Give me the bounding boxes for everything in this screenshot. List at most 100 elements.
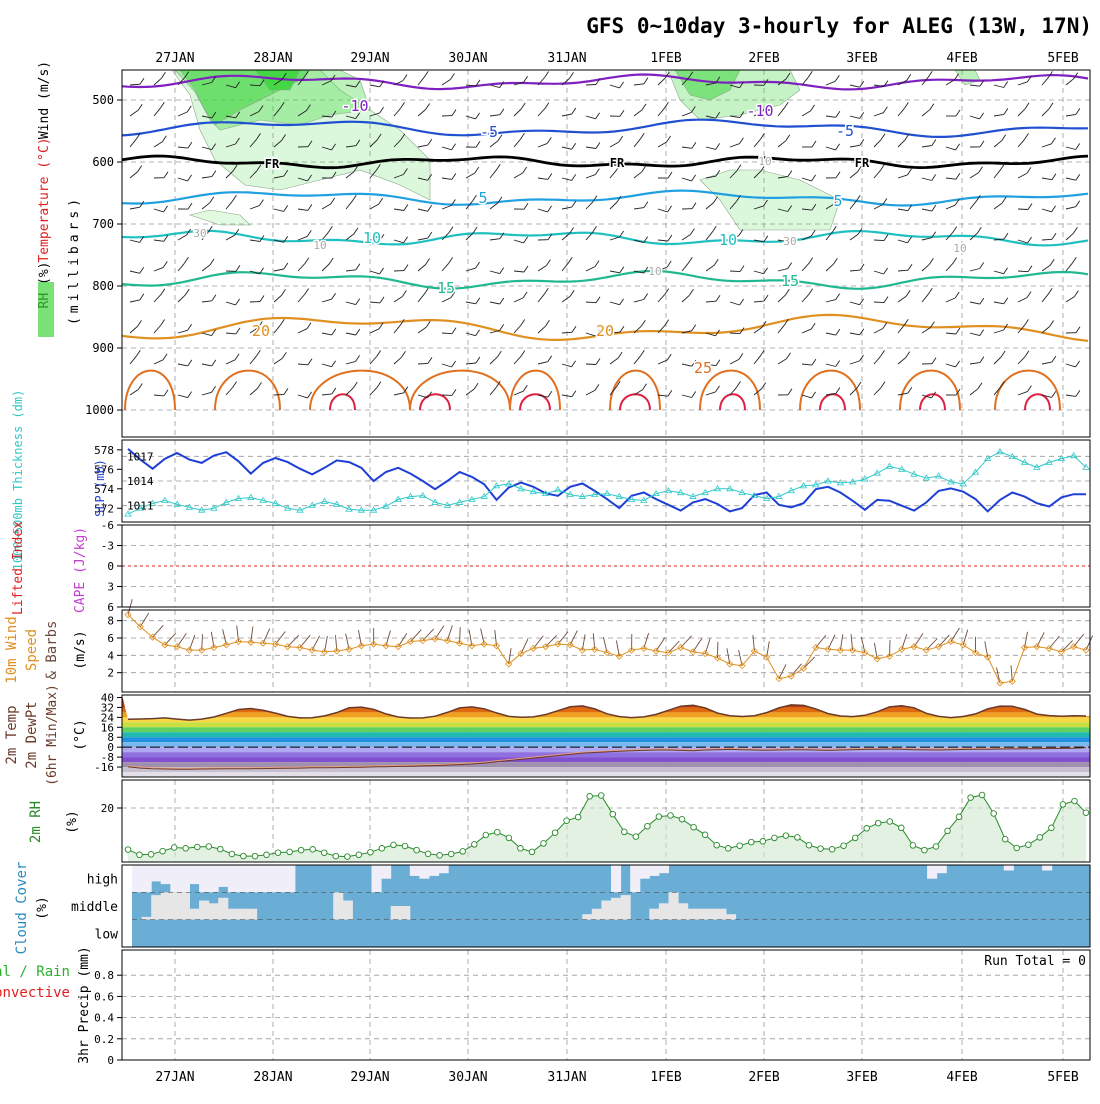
rh-2m-point — [518, 846, 524, 852]
cloud-middle-bar — [611, 898, 621, 920]
wind-barb — [874, 240, 884, 241]
wind-barb — [226, 333, 236, 334]
wind-barb — [970, 173, 979, 178]
wind-barb — [298, 209, 308, 210]
wind-barb — [202, 301, 212, 302]
cloud-high-bar — [649, 865, 659, 876]
wind-barb — [706, 265, 714, 271]
wind-barb — [586, 364, 596, 365]
wind-barb-flag — [356, 299, 360, 305]
date-label-bottom: 5FEB — [1047, 1070, 1078, 1085]
wind-barb — [586, 390, 595, 395]
wind-barb-flag — [572, 108, 576, 114]
wind-barb-flag — [1027, 386, 1031, 392]
wind-barb-flag — [572, 143, 576, 149]
wind-barb-flag — [476, 298, 480, 304]
wind-barb-flag — [449, 227, 453, 233]
wind-barb-flag — [932, 205, 936, 211]
rh-2m-point — [864, 826, 870, 832]
wind-barb-flag — [906, 352, 910, 358]
thickness-point — [727, 486, 733, 491]
wind-barb — [466, 389, 474, 395]
wind-barb — [442, 298, 451, 302]
ylabel-cloud-units: (%) — [35, 896, 50, 919]
wind-barb-flag — [1002, 135, 1006, 141]
wind-barb — [706, 392, 716, 395]
wind-barb — [202, 333, 212, 336]
wind-barb — [250, 206, 259, 209]
wind-barb-flag — [235, 354, 239, 360]
wind-barb-flag — [739, 230, 743, 236]
date-label-bottom: 30JAN — [448, 1070, 487, 1085]
wind-barb-flag — [308, 392, 312, 398]
wind-barb — [466, 302, 476, 304]
wind-barb-flag — [354, 228, 358, 234]
wind-barb-flag — [1052, 174, 1056, 180]
li-tick-label: 0 — [107, 560, 114, 573]
cloud-middle-bar — [333, 892, 343, 919]
rh-2m-point — [1026, 842, 1032, 848]
wind-barb-flag — [668, 172, 672, 178]
wind-barb-flag — [474, 383, 478, 389]
wind-barb — [610, 142, 619, 147]
wind-barb-flag — [618, 352, 622, 358]
wind-barb — [778, 295, 785, 302]
wind-barb-flag — [788, 171, 792, 177]
wind-barb-flag — [928, 71, 932, 77]
run-total-label: Run Total = 0 — [984, 954, 1086, 969]
wind-barb — [682, 178, 692, 181]
wind-barb-flag — [284, 263, 288, 269]
temp-contour-25 — [510, 371, 560, 410]
wind-barb-flag — [452, 361, 456, 367]
wind-barb — [154, 209, 164, 212]
wind-barb-flag — [161, 72, 165, 78]
wind-barb — [370, 329, 379, 333]
contour-label: 30 — [783, 235, 796, 248]
wind-barb — [322, 204, 331, 209]
wind-barb — [874, 329, 883, 334]
wind-barb — [850, 145, 860, 147]
wind-barb-flag — [692, 325, 696, 331]
cloud-middle-bar — [170, 892, 180, 919]
wind-barb-flag — [716, 295, 720, 301]
rh-2m-point — [460, 849, 466, 855]
wind-barb-flag — [521, 320, 525, 326]
wind-barb-flag — [140, 294, 144, 300]
wind-barb-flag — [908, 264, 912, 270]
cloud-high-bar — [257, 865, 267, 892]
rh-2m-point — [737, 843, 743, 849]
wind-barb-flag — [307, 323, 311, 329]
ylabel-precip-total: Total / Rain — [0, 964, 70, 980]
wind-barb-flag — [884, 235, 888, 241]
rh-2m-point — [899, 825, 905, 831]
wind-barb — [1018, 109, 1025, 116]
ylabel-cape: CAPE (J/kg) — [73, 527, 88, 613]
wind-barb-flag — [907, 74, 911, 80]
wind-barb — [178, 147, 188, 148]
temp-color-band — [122, 717, 1090, 722]
wind-barb — [898, 175, 908, 178]
cloud-middle-bar — [697, 909, 707, 920]
rh-2m-point — [622, 829, 628, 835]
wind-barb-flag — [904, 102, 908, 108]
wind-barb-flag — [740, 266, 744, 272]
wind-barb-flag — [1076, 174, 1080, 180]
wind-barb — [418, 363, 428, 364]
ylabel-temp-a: 2m Temp — [4, 705, 20, 764]
rh-2m-point — [945, 828, 951, 834]
wind-barb — [1066, 395, 1076, 396]
contour-label: 20 — [252, 322, 270, 340]
wind-barb — [634, 110, 642, 116]
wind-barb-flag — [379, 198, 383, 204]
wind-barb-flag — [836, 294, 840, 300]
wind-barb-flag — [520, 133, 524, 139]
wind-barb — [490, 271, 500, 274]
rh-shading — [190, 210, 250, 225]
wind-barb-flag — [836, 329, 840, 335]
wind-barb-flag — [836, 361, 840, 367]
wind-barb — [586, 175, 595, 178]
wind-barb-flag — [932, 140, 936, 146]
wind-barb — [922, 294, 928, 302]
ylabel-temp-b: 2m DewPt — [24, 701, 40, 768]
wind-barb-flag — [716, 386, 720, 392]
